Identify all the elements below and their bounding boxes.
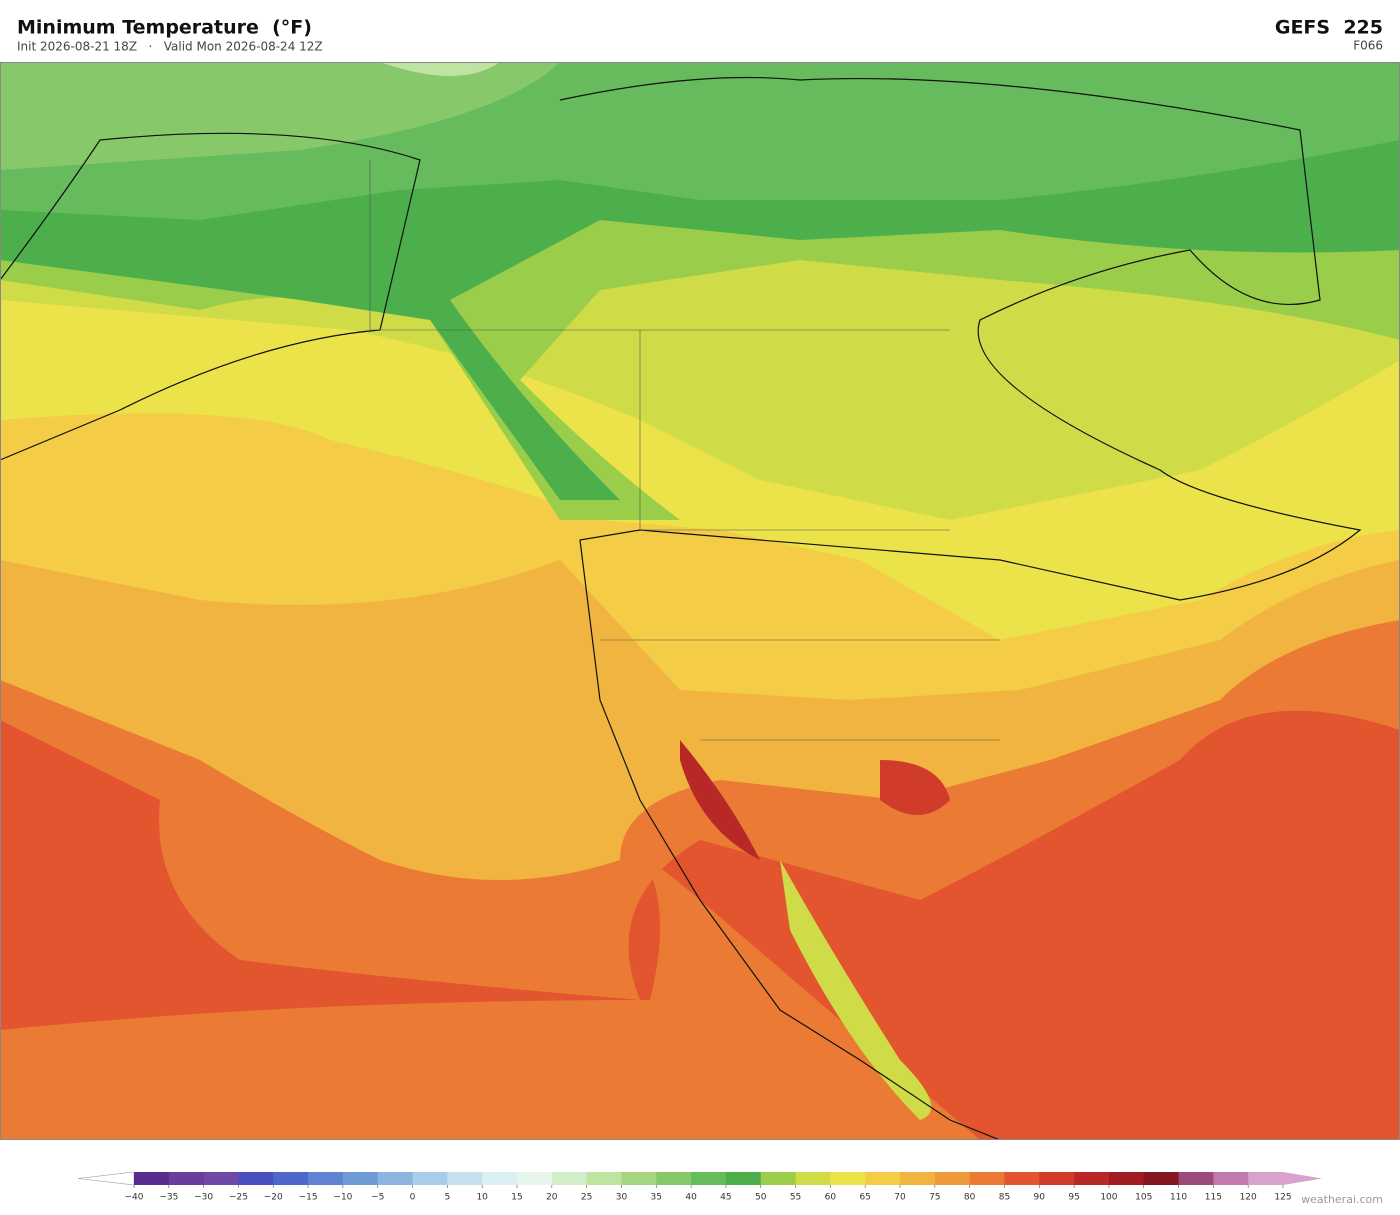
colorbar-segment xyxy=(238,1172,274,1185)
colorbar-segment xyxy=(517,1172,553,1185)
colorbar-tick-label: 50 xyxy=(755,1193,767,1203)
colorbar-tick-label: −25 xyxy=(229,1193,248,1203)
colorbar-segment xyxy=(760,1172,797,1185)
colorbar-tick-label: 90 xyxy=(1034,1193,1046,1203)
colorbar-segment xyxy=(1213,1172,1249,1185)
colorbar-tick-label: 60 xyxy=(825,1193,837,1203)
colorbar-tick-label: 35 xyxy=(651,1193,662,1203)
colorbar-extend-high xyxy=(1283,1172,1322,1185)
colorbar-tick-label: 45 xyxy=(720,1193,731,1203)
colorbar-segment xyxy=(830,1172,866,1185)
colorbar-segment xyxy=(795,1172,831,1185)
colorbar-tick-label: 85 xyxy=(999,1193,1010,1203)
colorbar-tick-label: −30 xyxy=(194,1193,213,1203)
model-label: GEFS 225 xyxy=(1275,17,1383,39)
colorbar-segment xyxy=(377,1172,414,1185)
colorbar-tick-label: 20 xyxy=(546,1193,558,1203)
colorbar: −40 −35 −30 −25 −20 −15 −10 −5 0 5 10 15 20 25 30 35 40 4… xyxy=(77,1171,1322,1203)
colorbar-tick-label: 75 xyxy=(929,1193,940,1203)
colorbar-segment xyxy=(1004,1172,1040,1185)
colorbar-tick-label: 30 xyxy=(616,1193,628,1203)
colorbar-segment xyxy=(447,1172,483,1185)
colorbar-tick-label: 120 xyxy=(1240,1193,1257,1203)
colorbar-tick-label: 125 xyxy=(1274,1193,1291,1203)
colorbar-tick-label: 0 xyxy=(410,1193,416,1203)
colorbar-segment xyxy=(273,1172,309,1185)
colorbar-tick-label: 25 xyxy=(581,1193,592,1203)
colorbar-segment xyxy=(412,1172,448,1185)
colorbar-segment xyxy=(308,1172,344,1185)
forecast-hour: F066 xyxy=(1353,39,1383,53)
colorbar-segment xyxy=(934,1172,971,1185)
colorbar-tick-label: −10 xyxy=(333,1193,352,1203)
colorbar-segment xyxy=(1074,1172,1110,1185)
colorbar-tick-label: 65 xyxy=(859,1193,870,1203)
subtitle: Init 2026-08-21 18Z · Valid Mon 2026-08-… xyxy=(17,40,323,54)
colorbar-extend-low xyxy=(77,1171,135,1186)
colorbar-tick-label: 5 xyxy=(444,1193,450,1203)
colorbar-segment xyxy=(482,1172,518,1185)
colorbar-tick-label: −15 xyxy=(299,1193,318,1203)
colorbar-tick-label: 55 xyxy=(790,1193,801,1203)
colorbar-tick-label: 40 xyxy=(685,1193,697,1203)
colorbar-segment xyxy=(134,1172,170,1185)
colorbar-segment xyxy=(342,1172,379,1185)
colorbar-tick-label: 10 xyxy=(476,1193,488,1203)
colorbar-segment xyxy=(1248,1172,1284,1185)
colorbar-segment xyxy=(1178,1172,1214,1185)
colorbar-segment xyxy=(203,1172,239,1185)
colorbar-tick-label: −5 xyxy=(371,1193,384,1203)
colorbar-tick-label: 15 xyxy=(511,1193,522,1203)
colorbar-segment xyxy=(168,1172,205,1185)
colorbar-tick-label: −35 xyxy=(159,1193,178,1203)
colorbar-segment xyxy=(586,1172,622,1185)
colorbar-tick-label: 95 xyxy=(1068,1193,1079,1203)
colorbar-segment xyxy=(725,1172,762,1185)
colorbar-tick-label: 70 xyxy=(894,1193,906,1203)
colorbar-tick-label: −40 xyxy=(125,1193,144,1203)
map xyxy=(0,62,1400,1140)
colorbar-segment xyxy=(1143,1172,1180,1185)
colorbar-tick-label: 100 xyxy=(1100,1193,1117,1203)
colorbar-tick-label: 110 xyxy=(1170,1193,1187,1203)
colorbar-tick-label: 105 xyxy=(1135,1193,1152,1203)
colorbar-segment xyxy=(1039,1172,1075,1185)
colorbar-segment xyxy=(656,1172,692,1185)
colorbar-segment xyxy=(900,1172,936,1185)
credit: weatherai.com xyxy=(1301,1193,1383,1206)
colorbar-tick-label: 115 xyxy=(1205,1193,1222,1203)
title: Minimum Temperature (°F) xyxy=(17,17,312,39)
colorbar-segment xyxy=(621,1172,657,1185)
colorbar-segment xyxy=(969,1172,1005,1185)
colorbar-segment xyxy=(551,1172,588,1185)
colorbar-segment xyxy=(1108,1172,1145,1185)
colorbar-segment xyxy=(691,1172,727,1185)
colorbar-segment xyxy=(865,1172,901,1185)
colorbar-tick-label: −20 xyxy=(264,1193,283,1203)
colorbar-tick-label: 80 xyxy=(964,1193,976,1203)
